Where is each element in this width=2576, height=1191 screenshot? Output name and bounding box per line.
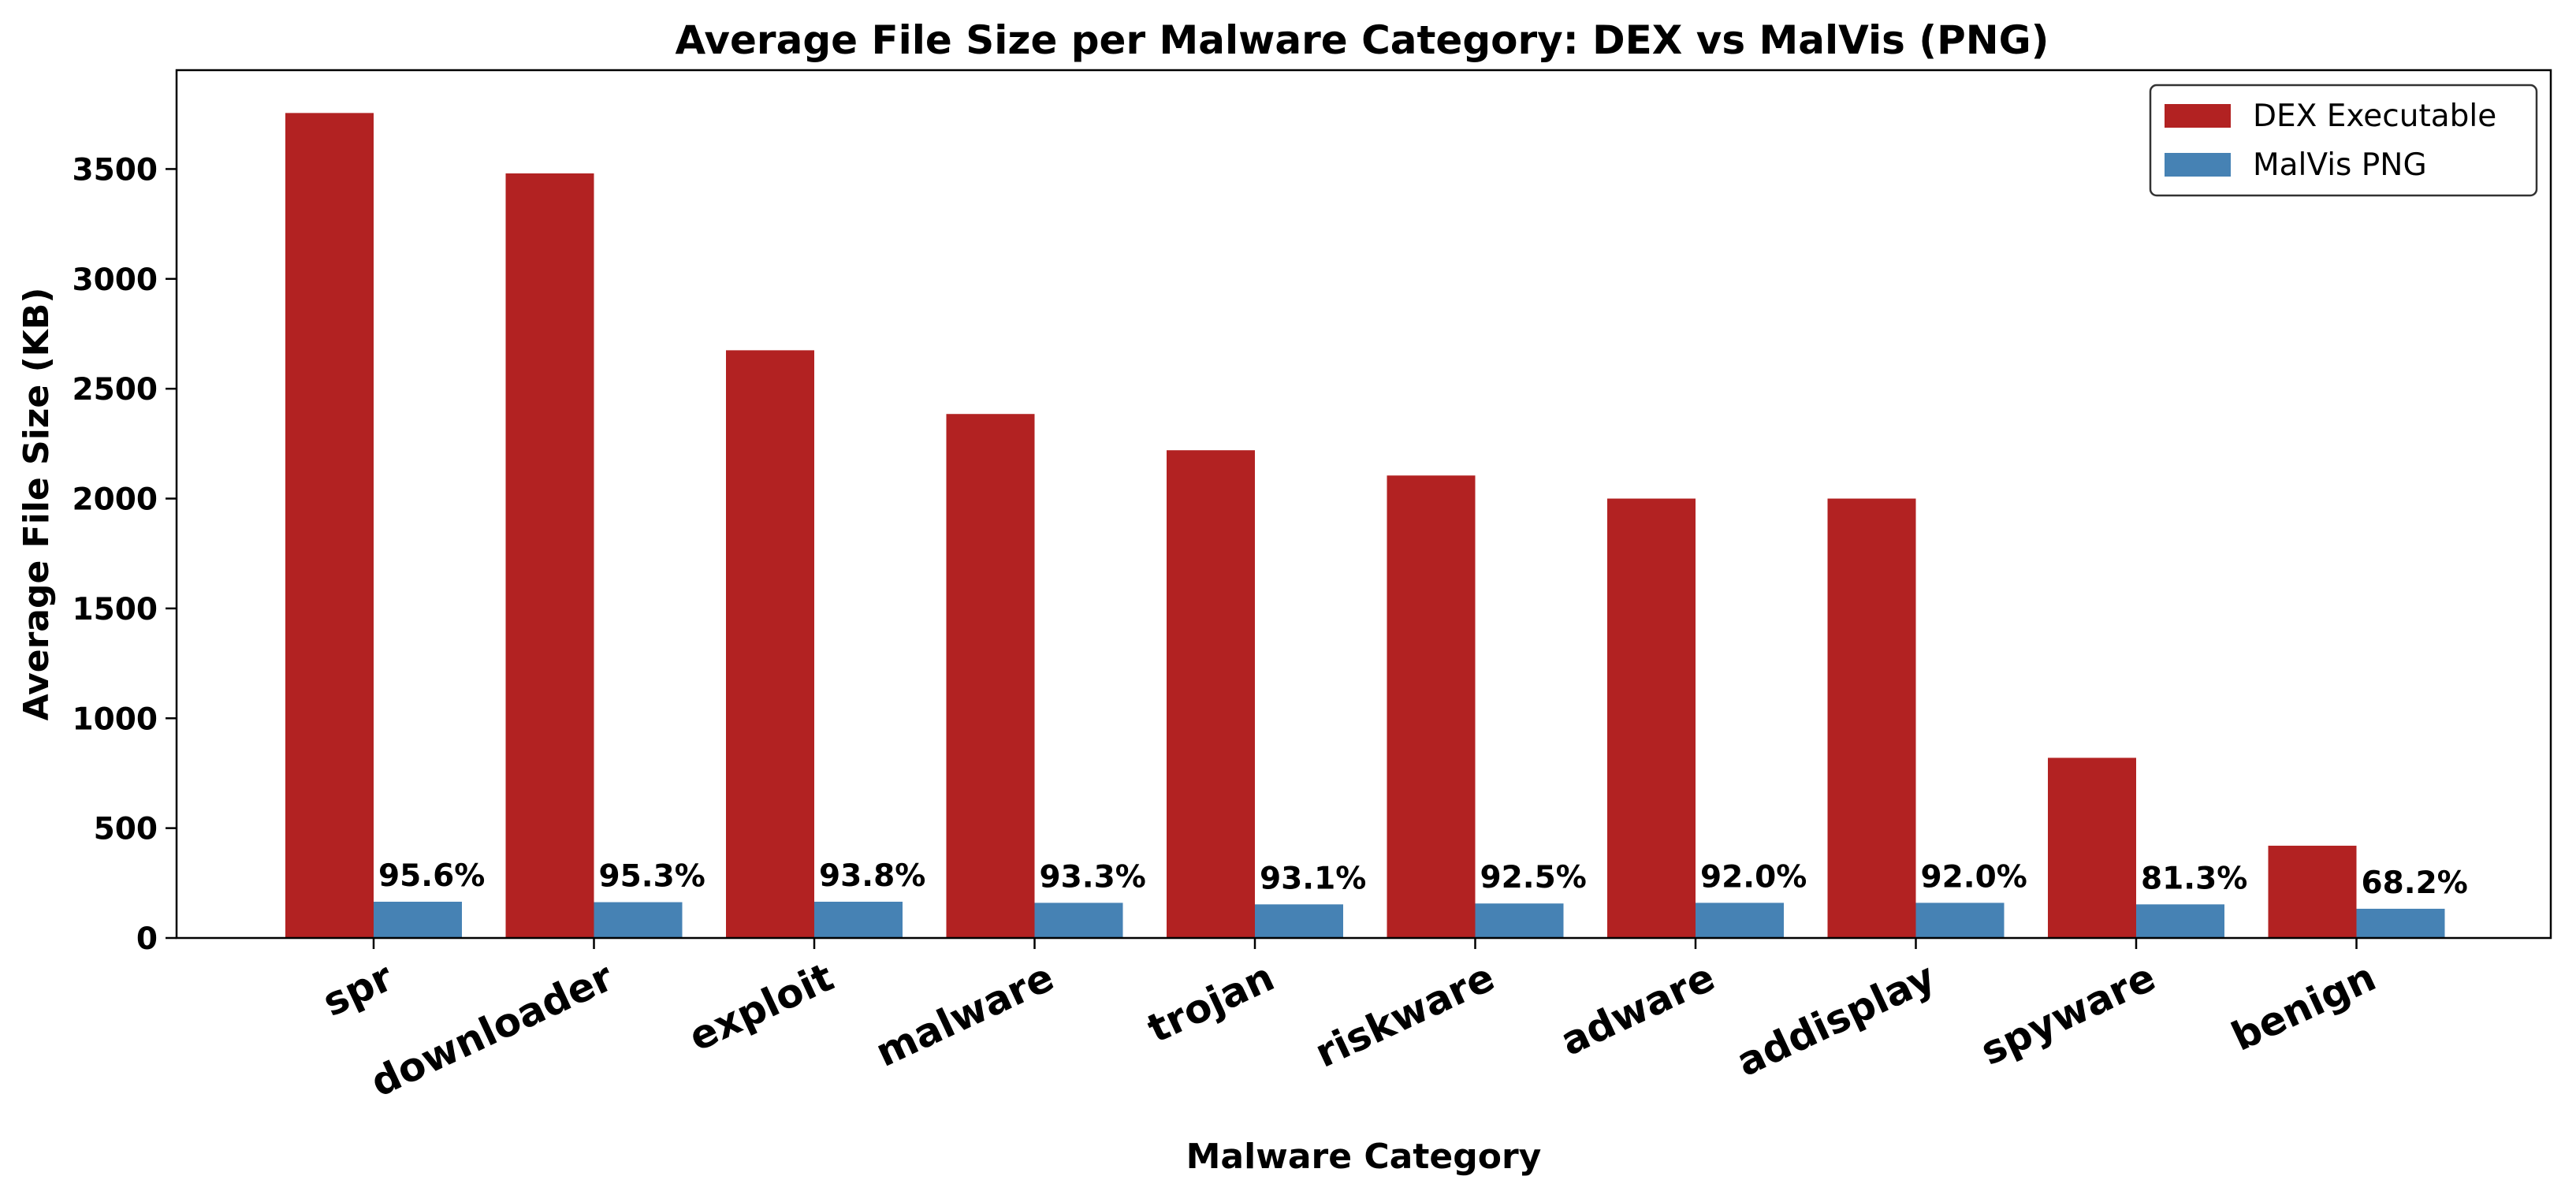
bar-malvis-png-trojan [1255, 904, 1343, 938]
bar-malvis-png-benign [2356, 908, 2445, 938]
x-axis-label: Malware Category [1186, 1137, 1542, 1177]
y-tick-label-2000: 2000 [72, 482, 158, 518]
y-axis-label: Average File Size (KB) [17, 288, 57, 721]
legend-box [2149, 84, 2538, 197]
y-tick-label-500: 500 [94, 812, 158, 847]
bar-malvis-png-downloader [594, 902, 683, 938]
legend-label-dex-executable: DEX Executable [2253, 99, 2496, 134]
bar-malvis-png-malware [1034, 903, 1123, 938]
y-tick-label-0: 0 [136, 921, 158, 957]
bar-dex-executable-adware [1607, 498, 1696, 938]
y-tick-label-3500: 3500 [72, 152, 158, 188]
chart-title: Average File Size per Malware Category: … [676, 17, 2049, 63]
y-tick-label-3000: 3000 [72, 262, 158, 298]
legend-swatch-malvis-png [2165, 153, 2231, 177]
data-label-spyware: 81.3% [2141, 861, 2247, 896]
data-label-adware: 92.0% [1700, 859, 1807, 895]
bar-malvis-png-spyware [2136, 904, 2224, 938]
data-label-addisplay: 92.0% [1921, 859, 2027, 895]
data-label-malware: 93.3% [1040, 859, 1146, 895]
y-tick-label-2500: 2500 [72, 372, 158, 408]
bar-dex-executable-benign [2268, 845, 2357, 938]
plot-frame [175, 69, 2552, 940]
bar-malvis-png-riskware [1475, 903, 1564, 938]
bar-dex-executable-trojan [1167, 450, 1255, 938]
bar-dex-executable-addisplay [1827, 498, 1916, 938]
data-label-exploit: 93.8% [819, 858, 925, 894]
bar-malvis-png-adware [1696, 903, 1784, 938]
y-tick-label-1500: 1500 [72, 592, 158, 627]
legend: DEX Executable MalVis PNG [2149, 84, 2538, 197]
bar-malvis-png-spr [374, 902, 462, 938]
bars-group [285, 113, 2445, 939]
bar-dex-executable-spr [285, 113, 374, 939]
legend-swatch-dex-executable [2165, 104, 2231, 128]
y-axis: 0 500 1000 1500 2000 2500 3000 3500 [72, 152, 177, 957]
bar-dex-executable-riskware [1387, 475, 1476, 938]
bar-dex-executable-downloader [505, 173, 594, 938]
data-label-benign: 68.2% [2362, 865, 2468, 901]
data-labels-group: 95.6% 95.3% 93.8% 93.3% 93.1% 92.5% 92.0% 92.0%… [378, 858, 2468, 901]
bar-dex-executable-exploit [726, 350, 814, 938]
legend-label-malvis-png: MalVis PNG [2253, 147, 2427, 183]
bar-malvis-png-exploit [814, 902, 903, 938]
data-label-spr: 95.6% [378, 858, 485, 894]
data-label-trojan: 93.1% [1260, 861, 1366, 896]
bar-malvis-png-addisplay [1915, 903, 2005, 938]
bar-dex-executable-spyware [2048, 757, 2136, 938]
data-label-downloader: 95.3% [599, 859, 705, 895]
y-tick-label-1000: 1000 [72, 702, 158, 737]
bar-dex-executable-malware [946, 414, 1035, 938]
data-label-riskware: 92.5% [1480, 860, 1587, 895]
